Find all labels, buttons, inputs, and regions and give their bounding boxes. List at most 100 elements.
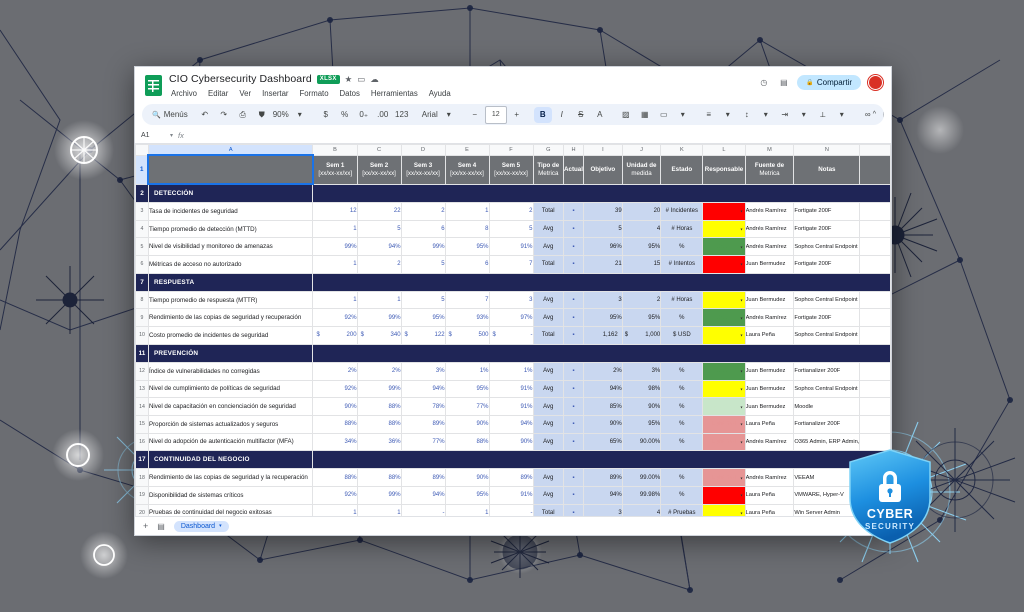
target-value-cell[interactable]: 15 <box>621 255 662 274</box>
target-value-cell[interactable]: 3% <box>621 361 662 381</box>
week-value-cell[interactable]: 91% <box>488 485 534 505</box>
status-dropdown-caret-icon[interactable]: ▾ <box>740 261 743 267</box>
week-value-cell[interactable]: $340 <box>356 326 402 345</box>
insert-comment-icon[interactable]: ▣ <box>878 107 884 123</box>
font-caret-icon[interactable]: ▾ <box>446 110 451 119</box>
status-badge[interactable]: Light Red ▾ <box>702 414 746 434</box>
status-dropdown-caret-icon[interactable]: ▾ <box>740 208 743 214</box>
actual-value-cell[interactable]: 2% <box>582 361 623 381</box>
metric-type-cell[interactable]: Total <box>532 326 565 345</box>
status-badge[interactable]: Green ▾ <box>702 308 746 328</box>
increase-font-size-button[interactable]: + <box>514 110 520 119</box>
header-cell[interactable]: Estado <box>660 154 704 185</box>
indicator-cell[interactable]: ▪ <box>563 468 584 487</box>
week-value-cell[interactable]: - <box>400 503 446 516</box>
metric-type-cell[interactable]: Avg <box>532 468 565 487</box>
name-box[interactable]: A1 <box>141 132 150 139</box>
sheet-tab-dashboard[interactable]: Dashboard ▾ <box>173 520 229 532</box>
source-cell[interactable]: Fortigate 200F <box>793 219 861 239</box>
horizontal-align-icon[interactable]: ≡ <box>706 110 712 119</box>
row-number[interactable]: 15 <box>135 414 149 434</box>
status-dropdown-caret-icon[interactable]: ▾ <box>740 404 743 410</box>
merge-caret-icon[interactable]: ▾ <box>680 110 685 119</box>
undo-icon[interactable]: ↶ <box>201 110 209 119</box>
strikethrough-button[interactable]: S <box>578 110 584 119</box>
week-value-cell[interactable]: 3 <box>488 290 534 310</box>
column-header-h[interactable]: H <box>563 144 584 156</box>
week-value-cell[interactable]: 6 <box>444 255 490 274</box>
metric-type-cell[interactable]: Avg <box>532 290 565 310</box>
week-value-cell[interactable]: 2 <box>488 202 534 221</box>
week-value-cell[interactable]: 92% <box>312 308 358 328</box>
status-badge[interactable]: Red ▾ <box>702 255 746 274</box>
metric-type-cell[interactable]: Total <box>532 503 565 516</box>
source-cell[interactable]: Sophos Central Endpoint <box>793 326 861 345</box>
spreadsheet-grid[interactable]: A B C D E F G H I J K L M N 1 Sem 1 [xx/xx-xx/xx] Sem 2 [x… <box>135 144 891 516</box>
status-badge[interactable]: Red ▾ <box>702 485 746 505</box>
week-value-cell[interactable]: 7 <box>444 290 490 310</box>
column-header-j[interactable]: J <box>621 144 662 156</box>
week-value-cell[interactable]: 2 <box>356 255 402 274</box>
week-value-cell[interactable]: 5 <box>400 290 446 310</box>
actual-value-cell[interactable]: 3 <box>582 503 623 516</box>
column-header-i[interactable]: I <box>582 144 623 156</box>
redo-icon[interactable]: ↷ <box>220 110 228 119</box>
bold-button[interactable]: B <box>533 106 552 123</box>
cloud-status-icon[interactable]: ☁ <box>370 73 379 84</box>
indicator-cell[interactable]: ▪ <box>563 503 584 516</box>
notes-cell[interactable] <box>859 432 891 452</box>
row-number[interactable]: 16 <box>135 432 149 452</box>
metric-label[interactable]: Nivel de visibilidad y monitoreo de amen… <box>147 237 314 257</box>
week-value-cell[interactable]: 5 <box>400 255 446 274</box>
text-wrap-icon[interactable]: ⇥ <box>781 110 789 119</box>
week-value-cell[interactable]: 5 <box>488 219 534 239</box>
week-value-cell[interactable]: 90% <box>444 468 490 487</box>
name-box-caret-icon[interactable]: ▾ <box>170 133 174 139</box>
print-icon[interactable]: ⎙ <box>239 109 246 119</box>
indicator-cell[interactable]: ▪ <box>563 237 584 257</box>
week-value-cell[interactable]: 92% <box>312 485 358 505</box>
notes-cell[interactable] <box>859 308 891 328</box>
actual-value-cell[interactable]: 65% <box>582 432 623 452</box>
notes-cell[interactable] <box>859 361 891 381</box>
status-badge[interactable]: Yellow ▾ <box>702 503 746 516</box>
unit-cell[interactable]: % <box>660 414 704 434</box>
column-header-l[interactable]: L <box>702 144 746 156</box>
metric-type-cell[interactable]: Total <box>532 255 565 274</box>
row-number[interactable]: 1 <box>135 154 149 185</box>
column-header-g[interactable]: G <box>532 144 565 156</box>
status-dropdown-caret-icon[interactable]: ▾ <box>740 510 743 516</box>
week-value-cell[interactable]: 1 <box>356 290 402 310</box>
status-dropdown-caret-icon[interactable]: ▾ <box>740 421 743 427</box>
header-cell[interactable]: Fuente de Metrica <box>744 154 795 185</box>
source-cell[interactable]: Win Server Admin <box>793 503 861 516</box>
comment-history-icon[interactable]: ▤ <box>780 78 788 87</box>
row-number[interactable]: 10 <box>135 326 149 345</box>
column-header-k[interactable]: K <box>660 144 704 156</box>
search-menus-button[interactable]: 🔍 Menús <box>148 110 195 119</box>
user-avatar[interactable] <box>868 75 883 90</box>
metric-label[interactable]: Rendimiento de las copias de seguridad y… <box>147 308 314 328</box>
indicator-cell[interactable]: ▪ <box>563 308 584 328</box>
owner-cell[interactable]: Juan Bermudez <box>744 379 795 399</box>
text-rotation-caret-icon[interactable]: ▾ <box>839 110 844 119</box>
week-value-cell[interactable]: 88% <box>356 397 402 416</box>
source-cell[interactable]: Moodle <box>793 397 861 416</box>
week-value-cell[interactable]: $ - <box>488 326 534 345</box>
status-badge[interactable]: Yellow ▾ <box>702 290 746 310</box>
header-cell[interactable]: Responsable <box>702 154 746 185</box>
week-value-cell[interactable]: 3% <box>400 361 446 381</box>
more-formats-icon[interactable]: 123 <box>395 110 409 119</box>
target-value-cell[interactable]: 95% <box>621 308 662 328</box>
actual-value-cell[interactable]: 39 <box>582 202 623 221</box>
week-value-cell[interactable]: 1% <box>488 361 534 381</box>
target-value-cell[interactable]: 2 <box>621 290 662 310</box>
header-cell[interactable]: Sem 2 [xx/xx-xx/xx] <box>356 154 402 185</box>
source-cell[interactable]: Sophos Central Endpoint <box>793 237 861 257</box>
status-dropdown-caret-icon[interactable]: ▾ <box>740 439 743 445</box>
owner-cell[interactable]: Andrés Ramírez <box>744 219 795 239</box>
week-value-cell[interactable]: 2% <box>356 361 402 381</box>
week-value-cell[interactable]: 95% <box>444 237 490 257</box>
metric-label[interactable]: Nivel do adopción de autenticación multi… <box>147 432 314 452</box>
unit-cell[interactable]: % <box>660 485 704 505</box>
